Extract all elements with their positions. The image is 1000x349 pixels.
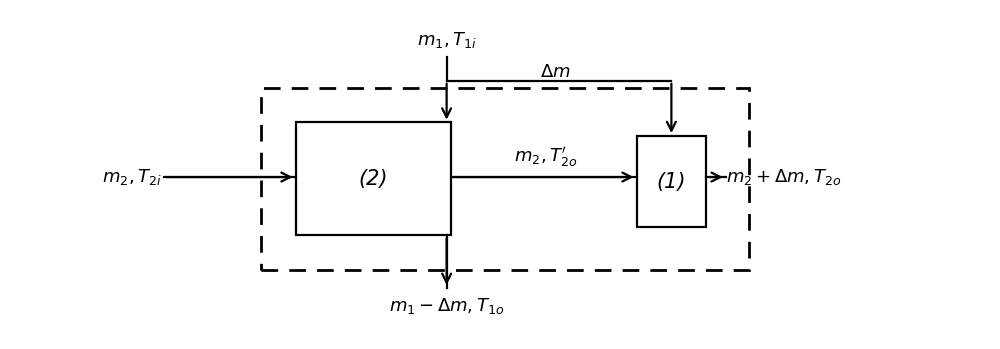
Text: $m_1, T_{1i}$: $m_1, T_{1i}$ (417, 30, 476, 50)
Text: (2): (2) (358, 169, 388, 189)
Text: $m_2, T_{2o}^{\prime}$: $m_2, T_{2o}^{\prime}$ (514, 145, 578, 169)
Bar (637, 136, 706, 227)
Bar (261, 88, 749, 270)
Text: $m_2, T_{2i}$: $m_2, T_{2i}$ (102, 167, 162, 187)
Text: $m_1 - \Delta m, T_{1o}$: $m_1 - \Delta m, T_{1o}$ (389, 296, 504, 316)
Text: (1): (1) (657, 172, 686, 192)
Bar (296, 122, 450, 235)
Text: $m_2 + \Delta m, T_{2o}$: $m_2 + \Delta m, T_{2o}$ (726, 167, 841, 187)
Text: $\Delta m$: $\Delta m$ (540, 64, 570, 81)
